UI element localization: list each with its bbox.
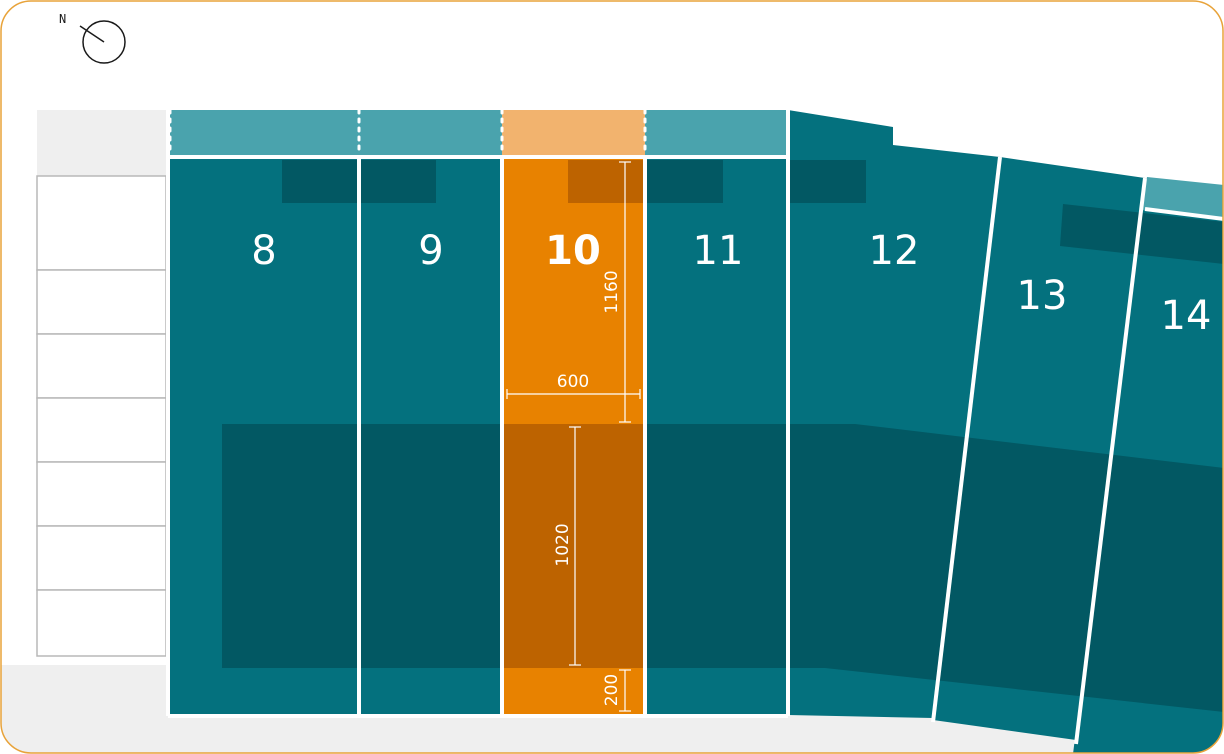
ground-area-left <box>37 110 168 176</box>
front-block <box>1060 204 1223 264</box>
dimension-label-width: 600 <box>557 372 589 392</box>
building-footprint-selected <box>502 424 645 668</box>
dimension-depth-front: 1160 <box>602 161 631 423</box>
dimension-setback: 200 <box>602 669 631 712</box>
lot-label-14: 14 <box>1161 293 1212 339</box>
lot-label-13: 13 <box>1017 273 1068 319</box>
dimension-width: 600 <box>506 372 641 399</box>
parking-stall <box>36 589 167 657</box>
north-arrow-icon: N <box>59 12 126 64</box>
lot-label-8: 8 <box>251 228 276 274</box>
front-band-lot-10 <box>502 110 645 157</box>
lot-label-12: 12 <box>869 228 920 274</box>
lot-divider <box>1144 207 1223 221</box>
parking-stall <box>36 175 167 271</box>
lot-label-11: 11 <box>693 228 744 274</box>
dimension-label-depth-front: 1160 <box>602 270 622 313</box>
dimension-label-setback: 200 <box>602 674 622 706</box>
front-band-lot-11 <box>645 110 786 157</box>
parking-stall <box>36 333 167 399</box>
building-footprint <box>222 424 502 668</box>
parking-stalls <box>36 175 167 657</box>
lot-label-9: 9 <box>418 228 443 274</box>
lot-10[interactable] <box>502 157 645 715</box>
front-block <box>645 160 723 203</box>
parking-stall <box>36 269 167 335</box>
parking-stall <box>36 397 167 463</box>
parking-stall <box>36 461 167 527</box>
front-block-selected <box>568 160 645 203</box>
dimension-depth-rear: 1020 <box>553 426 581 666</box>
lot-divider <box>931 156 1002 723</box>
parking-stall <box>36 525 167 591</box>
front-block <box>788 160 866 203</box>
lot-divider <box>1074 177 1147 745</box>
lot-label-10: 10 <box>545 228 601 274</box>
north-label: N <box>59 12 66 26</box>
dimension-label-depth-rear: 1020 <box>553 523 573 566</box>
front-band-lot-9 <box>359 110 502 157</box>
front-band-lot-8 <box>170 110 359 157</box>
